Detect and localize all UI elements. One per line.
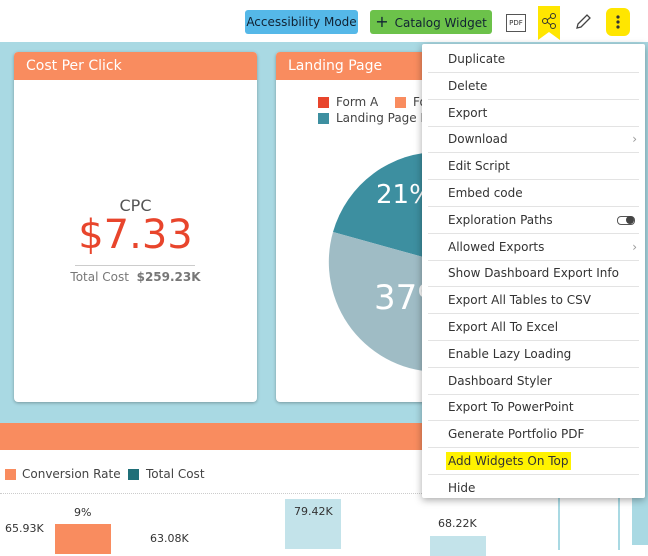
menu-item-label: Allowed Exports [448,239,545,254]
menu-item-label: Dashboard Styler [448,373,552,388]
menu-item[interactable]: Dashboard Styler [428,368,639,395]
legend-swatch [318,113,329,124]
metric-label: CPC [119,196,152,215]
menu-item[interactable]: Edit Script [428,153,639,181]
pie [328,151,441,373]
bar [430,536,486,556]
submenu-arrow: › [632,132,637,147]
menu-item[interactable]: Delete [428,73,639,100]
menu-item[interactable]: Add Widgets On Top [428,448,639,475]
menu-item[interactable]: Embed code [428,180,639,207]
menu-item[interactable]: Exploration Paths [428,207,639,234]
menu-item-label: Export All Tables to CSV [448,293,591,308]
data-label: 63.08K [150,532,189,545]
menu-item[interactable]: Allowed Exports › [428,234,639,261]
pie-slice [333,151,441,262]
menu-item-label: Exploration Paths [448,212,553,227]
menu-item-label: Edit Script [448,159,510,174]
accessibility-button[interactable]: Accessibility Mode [245,10,358,34]
edit-button[interactable] [574,13,592,31]
pdf-button[interactable]: PDF [506,14,526,32]
sub-value: $259.23K [136,270,201,284]
data-label: 9% [74,506,92,519]
menu-item[interactable]: Export To PowerPoint [428,394,639,422]
menu-item[interactable]: Export [428,100,639,127]
bar [55,524,111,554]
catalog-button[interactable]: + Catalog Widget [370,10,492,34]
menu-item-label: Duplicate [448,52,506,66]
menu-item-label: Generate Portfolio PDF [448,427,585,442]
cpc-widget: Cost Per Click CPC $7.33 Total Cost $259… [14,52,257,402]
menu-item[interactable]: Hide [428,475,639,501]
menu-item[interactable]: Enable Lazy Loading [428,341,639,368]
menu-item-label: Show Dashboard Export Info [448,266,619,281]
legend-label: Form A [336,95,379,109]
menu-item[interactable]: Duplicate [428,46,639,73]
catalog-label: Catalog Widget [394,16,487,30]
legend-swatch [128,469,139,480]
legend-label: Conversion Rate [22,467,121,481]
menu-item[interactable]: Download › [428,126,639,154]
metric-value: $7.33 [78,212,193,258]
menu-item-label: Export All To Excel [448,320,559,334]
divider [75,265,195,266]
menu-item[interactable]: Show Dashboard Export Info [428,260,639,288]
legend-swatch [5,469,16,480]
submenu-arrow: › [632,239,637,254]
menu-item[interactable]: Export All To Excel [428,314,639,341]
widget-title: Landing Page [276,52,446,80]
menu-item[interactable]: Export All Tables to CSV [428,287,639,315]
menu-item-label: Download [448,132,508,147]
legend-swatch [395,97,406,108]
widget-title: Cost Per Click [14,52,257,80]
context-menu: Duplicate Delete Export Download › Edit Scrip… [422,44,645,498]
grid-line [0,493,632,494]
legend-swatch [318,97,329,108]
menu-item-label: Export [448,105,488,120]
data-label: 65.93K [5,522,44,535]
menu-item[interactable]: Generate Portfolio PDF [428,421,639,449]
legend-label: Total Cost [146,467,205,481]
toggle-knob [626,215,634,224]
landing-widget: Landing Page Form A Fo Landing Page B 21… [276,52,446,402]
legend-label: Landing Page B [336,111,429,125]
pie-slice [328,232,441,373]
menu-item-label: Delete [448,78,488,93]
bar [285,499,341,549]
sub-label: Total Cost [70,270,129,284]
menu-item-label: Enable Lazy Loading [448,346,572,361]
more-button[interactable] [606,8,630,36]
menu-item-label: Hide [448,480,476,495]
menu-item-label: Add Widgets On Top [446,452,571,470]
data-label: 68.22K [438,517,477,530]
menu-item-label: Export To PowerPoint [448,400,574,415]
share-button[interactable] [536,6,562,40]
toggle[interactable] [617,215,635,225]
menu-item-label: Embed code [448,186,523,200]
data-label: 79.42K [294,505,333,518]
